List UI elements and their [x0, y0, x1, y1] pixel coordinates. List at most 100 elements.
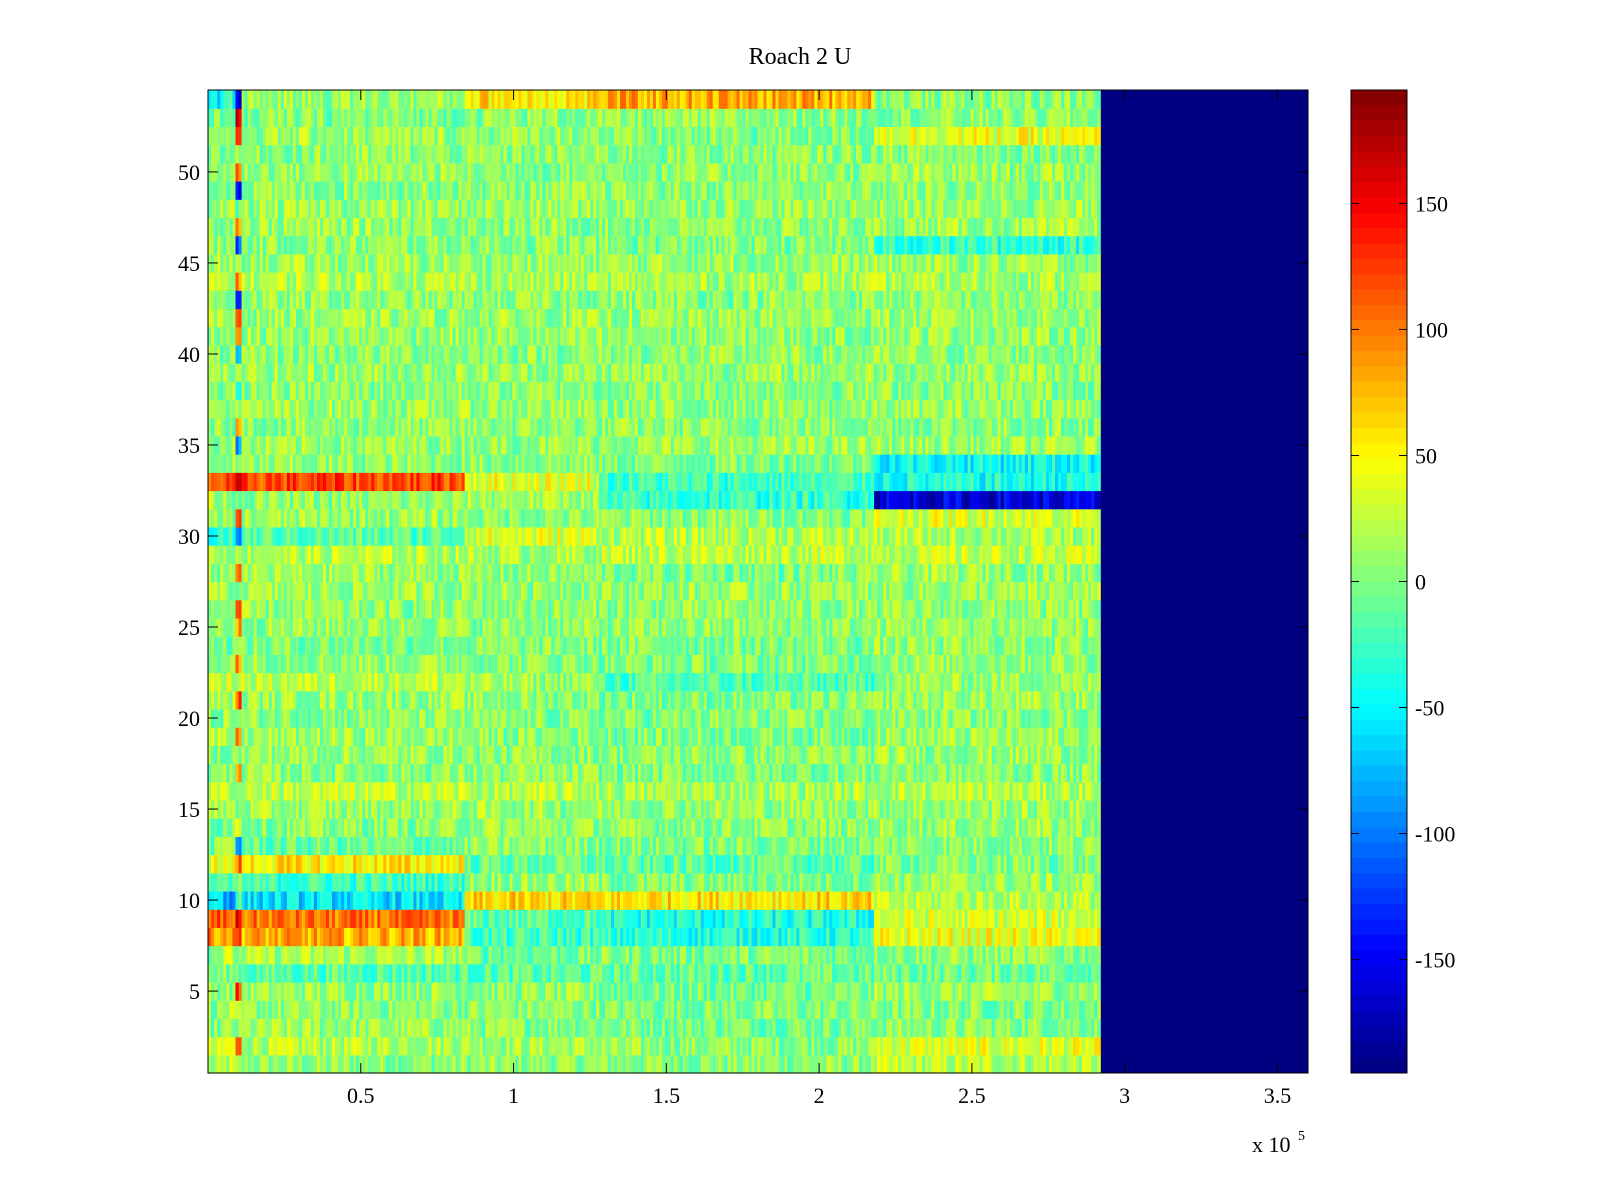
- heatmap-cell: [709, 890, 714, 910]
- heatmap-cell: [383, 981, 387, 1001]
- heatmap-cell: [458, 927, 463, 947]
- heatmap-cell: [676, 890, 681, 910]
- heatmap-cell: [353, 981, 357, 1001]
- heatmap-cell: [467, 1054, 472, 1074]
- heatmap-cell: [946, 927, 951, 947]
- heatmap-cell: [1015, 1036, 1020, 1056]
- heatmap-cell: [617, 981, 621, 1001]
- heatmap-cell: [244, 945, 249, 965]
- heatmap-cell: [700, 1036, 705, 1056]
- heatmap-cell: [772, 1018, 777, 1038]
- heatmap-cell: [455, 927, 460, 947]
- heatmap-cell: [590, 1054, 594, 1074]
- heatmap-cell: [329, 872, 333, 892]
- heatmap-cell: [874, 909, 878, 928]
- heatmap-cell: [392, 945, 396, 965]
- heatmap-cell: [542, 890, 546, 910]
- heatmap-cell: [988, 890, 993, 910]
- heatmap-cell: [518, 872, 523, 892]
- heatmap-cell: [1009, 1054, 1014, 1074]
- heatmap-cell: [482, 890, 487, 910]
- heatmap-cell: [718, 981, 723, 1001]
- heatmap-cell: [497, 1018, 502, 1038]
- heatmap-cell: [742, 1054, 747, 1074]
- heatmap-cell: [982, 1000, 987, 1019]
- heatmap-cell: [646, 963, 651, 983]
- heatmap-cell: [643, 909, 648, 928]
- heatmap-cell: [661, 927, 666, 947]
- heatmap-cell: [626, 1036, 630, 1056]
- heatmap-cell: [1058, 1054, 1062, 1074]
- heatmap-cell: [503, 1036, 508, 1056]
- heatmap-cell: [856, 927, 860, 947]
- heatmap-cell: [856, 945, 860, 965]
- heatmap-cell: [316, 927, 321, 947]
- heatmap-cell: [326, 1054, 330, 1074]
- heatmap-cell: [503, 909, 508, 928]
- heatmap-cell: [838, 927, 842, 947]
- heatmap-cell: [599, 909, 603, 928]
- heatmap-cell: [709, 1054, 714, 1074]
- heatmap-cell: [1003, 890, 1008, 910]
- heatmap-cell: [727, 909, 732, 928]
- heatmap-cell: [545, 1036, 549, 1056]
- heatmap-cell: [925, 1036, 929, 1056]
- heatmap-cell: [584, 945, 588, 965]
- heatmap-row-2: [208, 1036, 1101, 1056]
- heatmap-cell: [536, 945, 540, 965]
- heatmap-cell: [769, 1018, 774, 1038]
- heatmap-cell: [667, 1018, 672, 1038]
- heatmap-cell: [347, 872, 351, 892]
- heatmap-cell: [319, 927, 324, 947]
- heatmap-cell: [973, 981, 978, 1001]
- heatmap-cell: [1088, 927, 1092, 947]
- heatmap-cell: [347, 945, 351, 965]
- heatmap-cell: [304, 872, 309, 892]
- heatmap-cell: [286, 872, 291, 892]
- heatmap-cell: [356, 890, 360, 910]
- heatmap-cell: [377, 1018, 381, 1038]
- heatmap-cell: [718, 945, 723, 965]
- heatmap-cell: [1036, 927, 1041, 947]
- heatmap-cell: [623, 1018, 627, 1038]
- heatmap-cell: [805, 1054, 809, 1074]
- heatmap-cell: [1067, 909, 1071, 928]
- heatmap-cell: [485, 890, 490, 910]
- heatmap-cell: [727, 927, 732, 947]
- heatmap-cell: [623, 1036, 627, 1056]
- heatmap-cell: [298, 1018, 303, 1038]
- heatmap-cell: [895, 945, 899, 965]
- heatmap-cell: [602, 1036, 606, 1056]
- heatmap-cell: [551, 927, 555, 947]
- heatmap-cell: [449, 981, 454, 1001]
- heatmap-cell: [1018, 1018, 1023, 1038]
- heatmap-cell: [1064, 927, 1068, 947]
- heatmap-cell: [931, 963, 935, 983]
- heatmap-cell: [437, 1054, 442, 1074]
- heatmap-cell: [524, 963, 529, 983]
- heatmap-cell: [347, 1000, 351, 1019]
- heatmap-cell: [626, 909, 630, 928]
- heatmap-cell: [1091, 963, 1095, 983]
- heatmap-cell: [623, 1000, 627, 1019]
- heatmap-cell: [1097, 945, 1101, 965]
- heatmap-cell: [1045, 981, 1050, 1001]
- heatmap-cell: [344, 1036, 348, 1056]
- heatmap-cell: [1042, 1054, 1047, 1074]
- heatmap-cell: [620, 890, 624, 910]
- heatmap-cell: [664, 963, 669, 983]
- heatmap-cell: [955, 1036, 960, 1056]
- heatmap-cell: [515, 1036, 520, 1056]
- heatmap-cell: [862, 1036, 866, 1056]
- heatmap-cell: [841, 1036, 845, 1056]
- heatmap-cell: [649, 927, 654, 947]
- heatmap-cell: [554, 981, 558, 1001]
- heatmap-cell: [428, 1000, 433, 1019]
- heatmap-cell: [973, 890, 978, 910]
- heatmap-cell: [226, 945, 230, 965]
- heatmap-cell: [694, 1054, 699, 1074]
- heatmap-cell: [521, 1036, 526, 1056]
- heatmap-cell: [605, 1000, 609, 1019]
- heatmap-cell: [413, 963, 418, 983]
- heatmap-cell: [446, 1054, 451, 1074]
